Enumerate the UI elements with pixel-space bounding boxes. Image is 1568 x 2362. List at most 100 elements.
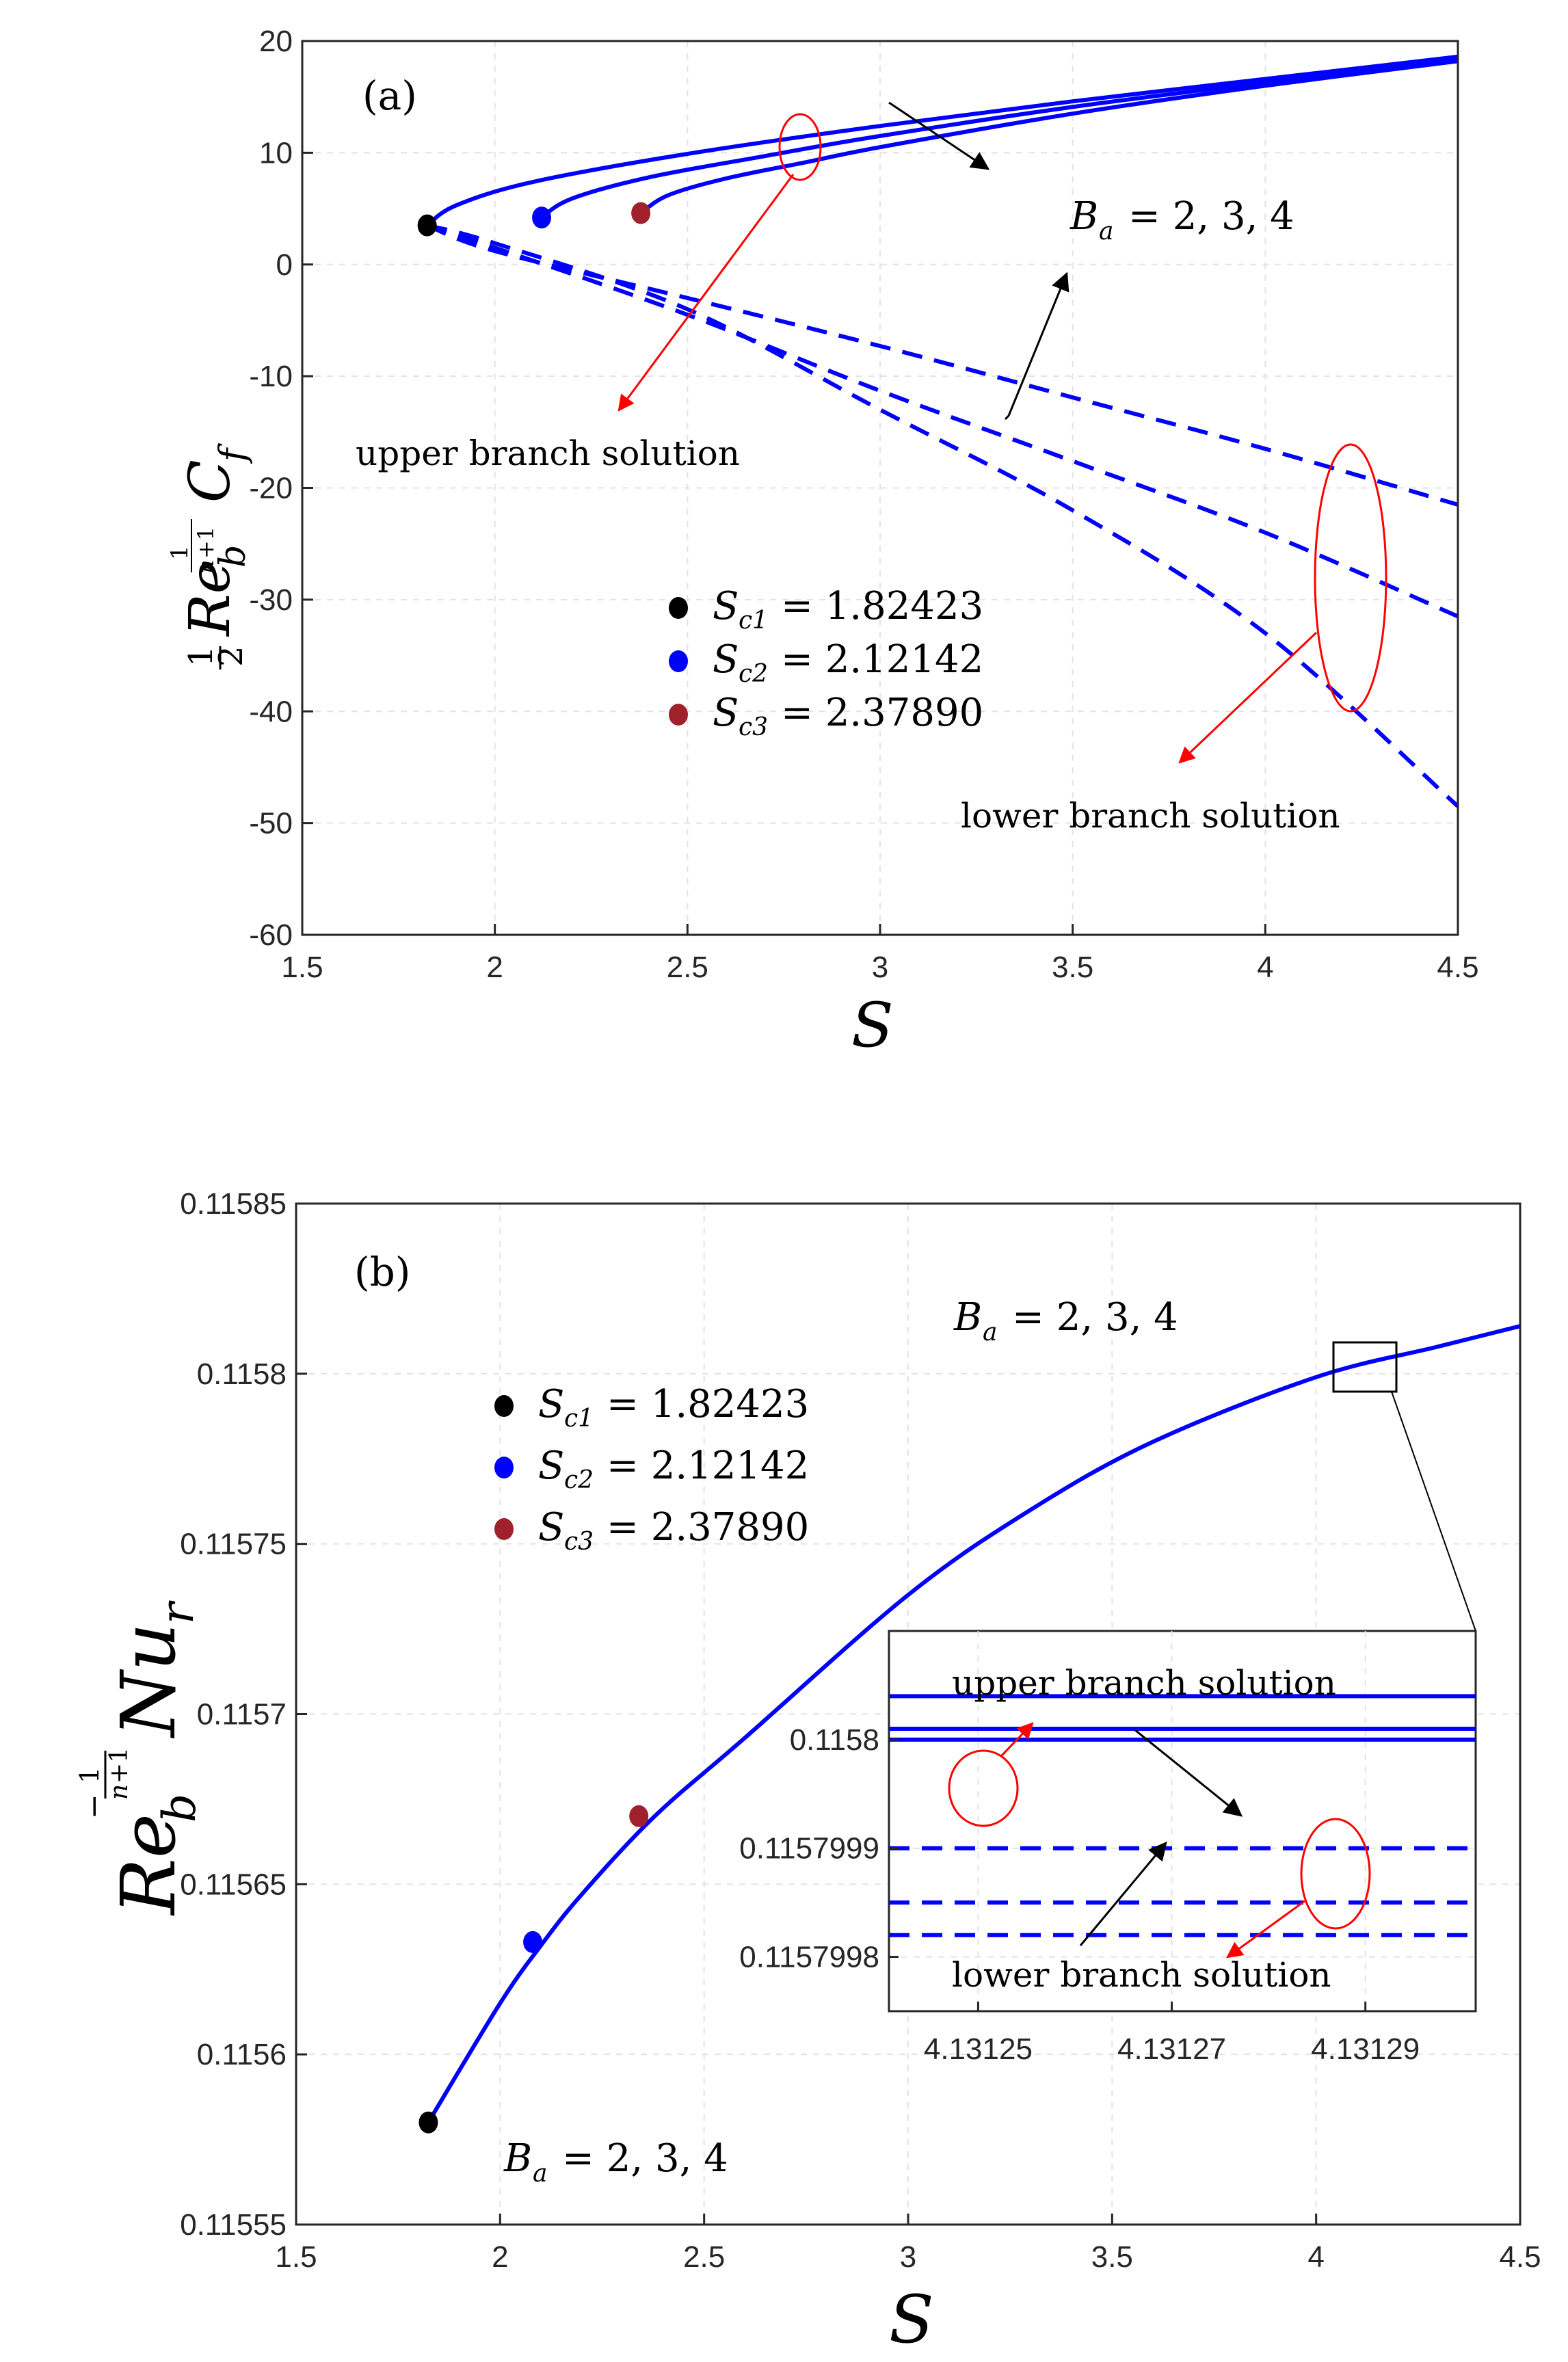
panel-a-ytick-label: -50 <box>249 807 293 840</box>
svg-text:= 2, 3, 4: = 2, 3, 4 <box>562 2136 728 2181</box>
panel-a-ytick-label: -30 <box>249 583 293 617</box>
svg-text:+1: +1 <box>193 527 219 559</box>
inset-ticks: 4.13125 4.13127 4.13129 0.1158 0.1157999 0.11… <box>739 1723 1420 2066</box>
panel-a-xtick-label: 4.5 <box>1437 951 1478 984</box>
panel-a-legend-subscript: c2 <box>739 660 768 688</box>
inset-xtick-label: 4.13127 <box>1117 2032 1226 2066</box>
panel-a-legend-marker-2 <box>669 650 688 672</box>
panel-b-xtick-label: 3.5 <box>1091 2240 1133 2274</box>
svg-text:2: 2 <box>212 646 250 667</box>
panel-a-legend-symbol: S <box>713 637 739 682</box>
svg-text:r: r <box>151 1600 204 1624</box>
panel-b-ytick-label: 0.11585 <box>180 1187 287 1221</box>
panel-a-lower-ellipse <box>1314 443 1387 713</box>
panel-a-xtick-label: 1.5 <box>281 951 323 984</box>
svg-text:a: a <box>983 1318 997 1346</box>
panel-a-critical-points <box>417 202 651 237</box>
panel-a-upper-arrow <box>617 174 795 412</box>
panel-a-upper-trend-arrow <box>888 101 990 170</box>
panel-a-legend-value: = 2.37890 <box>781 691 983 735</box>
panel-b-zoom-connector <box>1391 1391 1476 1632</box>
panel-a-ba-annotation: B a = 2, 3, 4 <box>1069 194 1294 246</box>
inset-upper-ellipse <box>948 1749 1019 1827</box>
panel-a-series-line-2 <box>540 57 1459 220</box>
panel-a-legend-subscript: c3 <box>739 713 768 741</box>
panel-b-legend-marker-1 <box>494 1395 514 1417</box>
panel-a-ticks: 1.5 2 2.5 3 3.5 4 4.5 20 10 0 -10 -20 -30 -40 -50 -60 <box>249 25 1478 984</box>
panel-a: 1.5 2 2.5 3 3.5 4 4.5 20 10 0 -10 -20 -30 -40 -50 -60 (… <box>166 25 1479 1061</box>
panel-a-legend-marker-3 <box>669 704 688 726</box>
panel-a-xlabel: S <box>851 990 894 1061</box>
panel-a-series-line-1 <box>425 54 1459 228</box>
panel-b-xtick-label: 1.5 <box>275 2240 317 2274</box>
panel-a-critical-point-3 <box>631 202 651 224</box>
panel-a-ytick-label: 20 <box>259 25 293 58</box>
panel-a-critical-point-1 <box>417 214 437 237</box>
panel-a-legend-subscript: c1 <box>739 607 768 635</box>
panel-a-ytick-label: 0 <box>276 248 293 282</box>
svg-text:B: B <box>503 2136 532 2181</box>
svg-text:C: C <box>178 460 243 503</box>
panel-b-legend-symbol: S <box>538 1382 564 1427</box>
panel-a-legend-value: = 1.82423 <box>781 584 983 628</box>
panel-b: 1.5 2 2.5 3 3.5 4 4.5 0.11585 0.1158 0.11575 0.115… <box>75 1187 1541 2358</box>
panel-b-legend-subscript: c1 <box>564 1405 594 1433</box>
panel-b-ba-annotation-top: B a = 2, 3, 4 <box>953 1295 1178 1346</box>
panel-b-xtick-label: 4 <box>1307 2240 1324 2274</box>
panel-b-label: (b) <box>354 1249 410 1295</box>
panel-a-grid <box>302 41 1458 935</box>
svg-text:a: a <box>1099 217 1113 246</box>
inset-lower-ellipse <box>1300 1818 1371 1930</box>
panel-b-ytick-label: 0.11575 <box>180 1528 287 1561</box>
panel-b-critical-points <box>418 1805 649 2134</box>
svg-text:b: b <box>213 545 254 568</box>
inset-ytick-label: 0.1157999 <box>739 1832 879 1866</box>
panel-a-ytick-label: 10 <box>259 136 293 170</box>
panel-a-lower-trend-arrow-tail <box>1004 414 1010 421</box>
inset-upper-trend-arrow <box>1134 1729 1243 1817</box>
panel-a-critical-point-2 <box>532 207 552 229</box>
panel-b-critical-point-1 <box>418 2111 438 2134</box>
panel-a-xtick-label: 2 <box>486 951 503 984</box>
panel-b-critical-point-2 <box>523 1930 543 1953</box>
svg-text:b: b <box>153 1794 206 1822</box>
svg-text:B: B <box>953 1295 982 1340</box>
panel-b-inset: 4.13125 4.13127 4.13129 0.1158 0.1157999 0.11… <box>739 1630 1477 2066</box>
panel-a-ytick-label: -10 <box>249 360 293 393</box>
svg-text:1: 1 <box>166 545 194 560</box>
inset-lower-branch-label: lower branch solution <box>952 1955 1331 1995</box>
panel-b-xtick-label: 2 <box>492 2240 508 2274</box>
panel-a-xtick-label: 2.5 <box>667 951 708 984</box>
panel-b-ytick-label: 0.11565 <box>180 1868 287 1901</box>
panel-a-xtick-label: 3.5 <box>1052 951 1093 984</box>
panel-a-legend-symbol: S <box>713 584 739 628</box>
panel-a-ytick-label: -20 <box>249 472 293 505</box>
panel-a-legend-value: = 2.12142 <box>781 637 983 682</box>
panel-b-legend-subscript: c3 <box>564 1528 594 1556</box>
inset-series <box>889 1694 1476 1937</box>
panel-a-lower-branch-label: lower branch solution <box>961 796 1340 836</box>
inset-lower-arrow <box>1226 1900 1305 1959</box>
panel-b-xtick-label: 3 <box>900 2240 916 2274</box>
panel-a-series-line-5 <box>426 223 1459 619</box>
inset-lower-trend-arrow <box>1079 1841 1167 1946</box>
panel-b-ba-annotation-bottom: B a = 2, 3, 4 <box>503 2136 728 2188</box>
svg-text:B: B <box>1069 194 1098 239</box>
panel-b-xtick-label: 2.5 <box>683 2240 725 2274</box>
svg-text:n: n <box>193 559 219 574</box>
panel-a-xtick-label: 4 <box>1257 951 1273 984</box>
inset-ytick-label: 0.1157998 <box>739 1941 879 1974</box>
svg-text:a: a <box>533 2160 547 2188</box>
svg-text:Re: Re <box>178 561 243 637</box>
panel-b-legend-marker-3 <box>494 1518 514 1540</box>
panel-a-series-line-3 <box>639 59 1459 215</box>
panel-b-ytick-label: 0.1156 <box>197 2038 287 2071</box>
inset-xtick-label: 4.13125 <box>924 2032 1033 2066</box>
panel-a-lower-trend-arrow-head <box>1007 271 1069 416</box>
panel-a-ylabel: 1 2 Re b 1 n +1 C f <box>166 443 254 669</box>
inset-xtick-label: 4.13129 <box>1311 2032 1420 2066</box>
panel-a-label: (a) <box>362 72 417 119</box>
panel-b-ytick-label: 0.11555 <box>180 2208 287 2242</box>
